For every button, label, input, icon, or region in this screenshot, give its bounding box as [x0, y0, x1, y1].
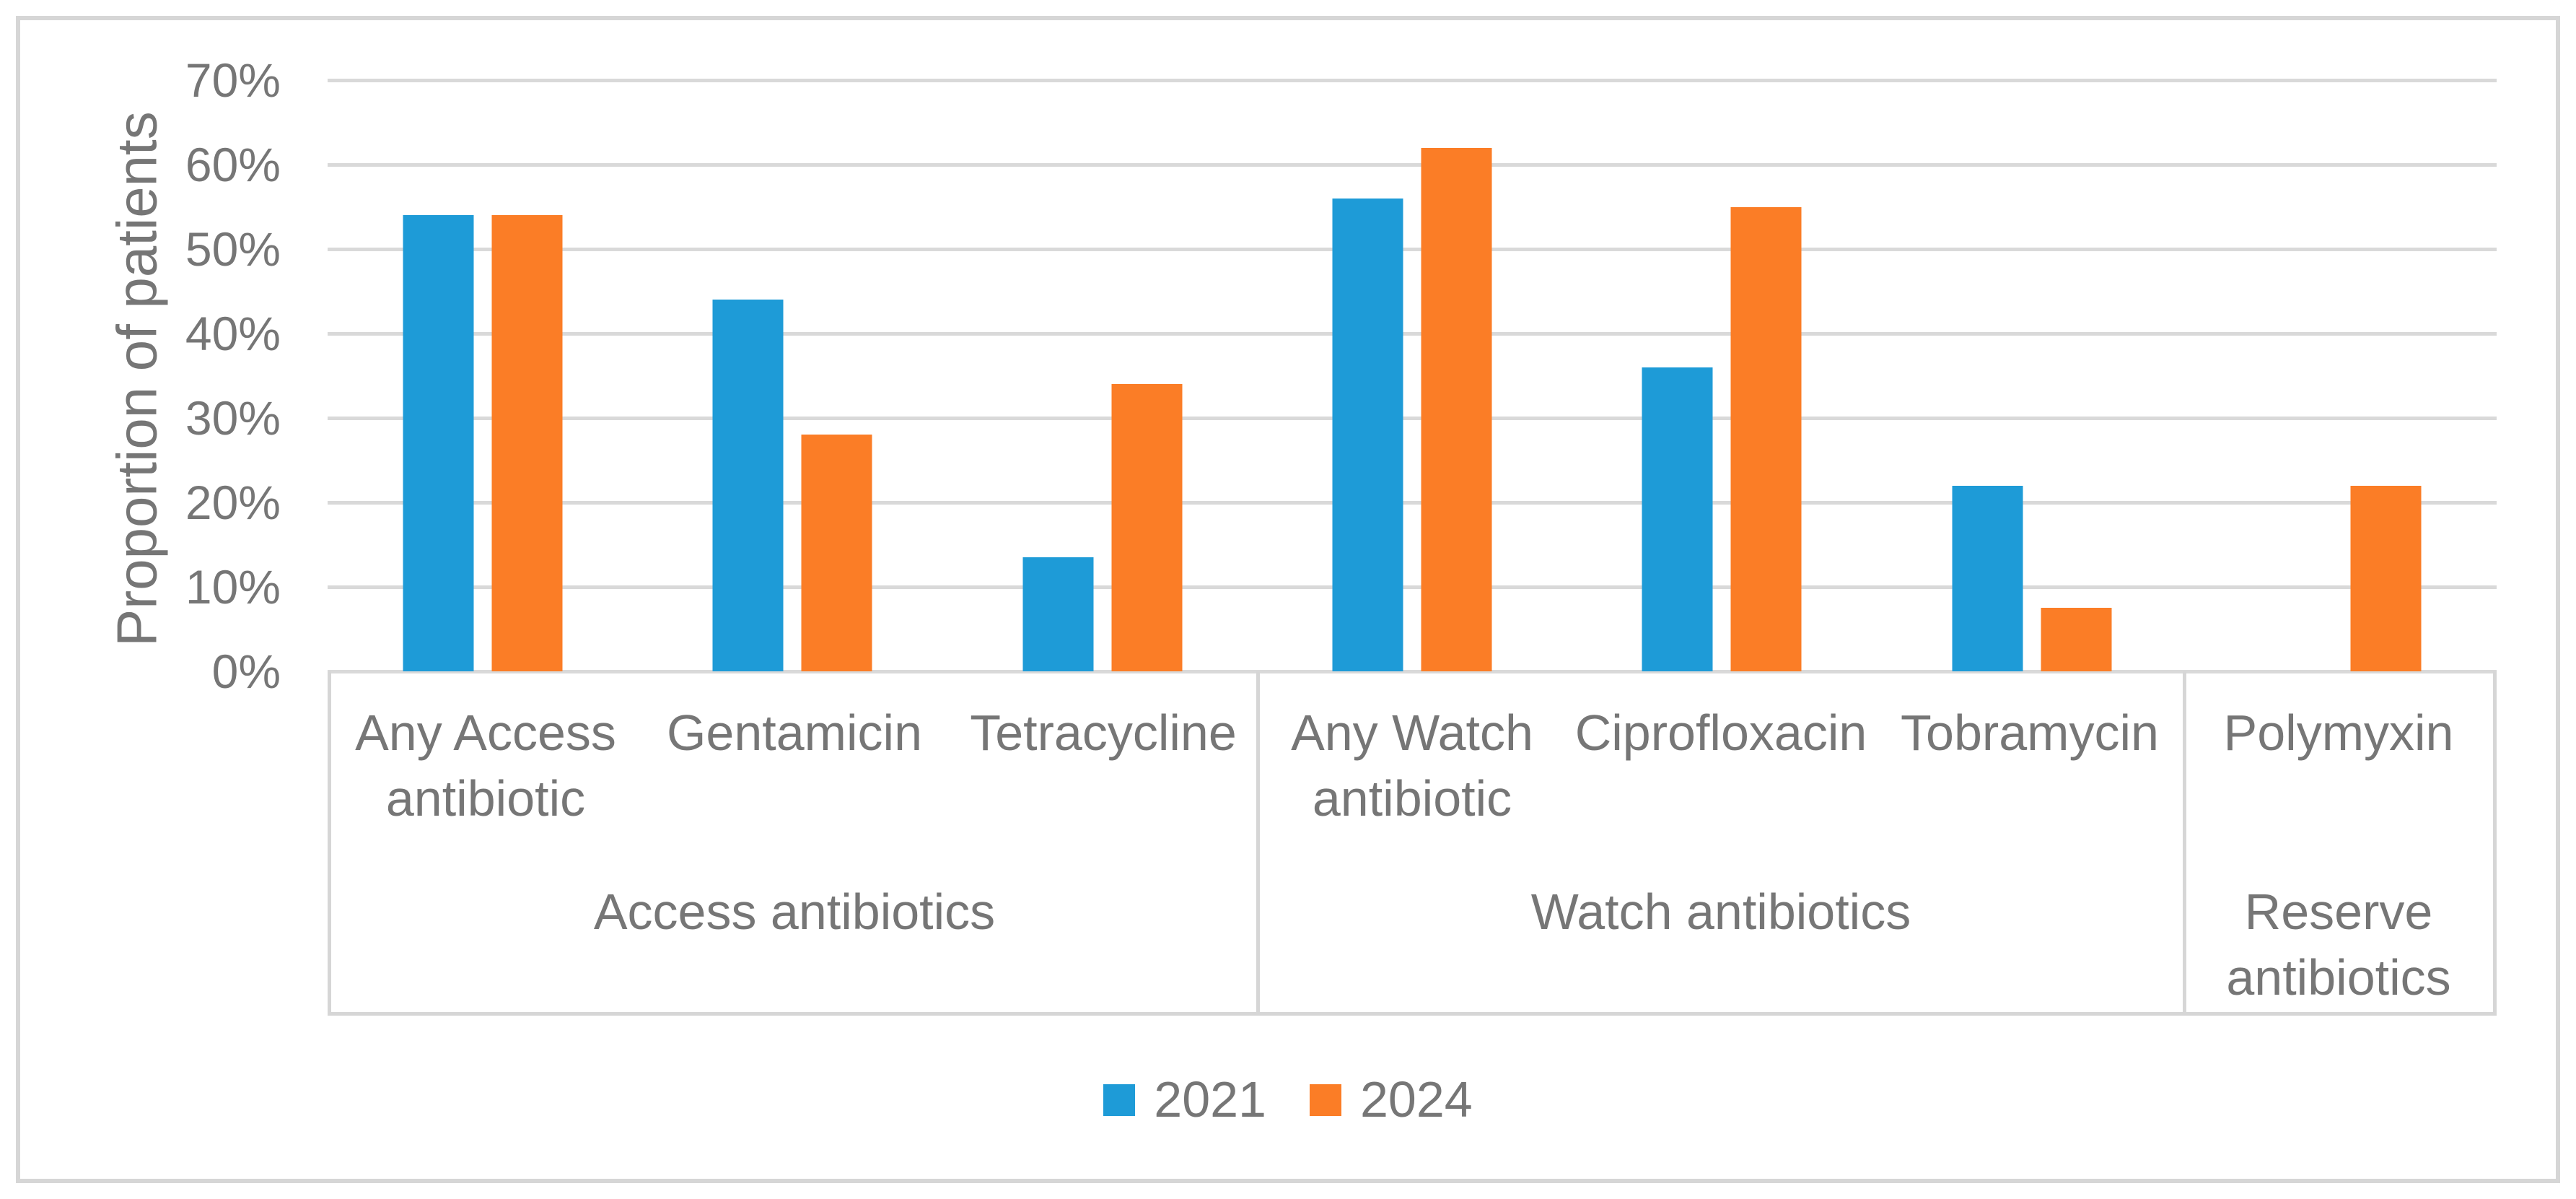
category-label: Tobramycin	[1901, 705, 2159, 761]
category-label: Ciprofloxacin	[1574, 705, 1867, 761]
category-slot	[2187, 80, 2497, 671]
bar-2021	[403, 215, 474, 671]
y-tick-label: 10%	[185, 560, 281, 614]
bar-pair	[1022, 80, 1183, 671]
group-divider	[1256, 671, 1260, 1012]
y-tick-label: 0%	[211, 645, 281, 698]
bar-pair	[403, 80, 563, 671]
category-axis: Any Access antibiotic Gentamicin Tetracycl…	[328, 671, 2497, 1016]
category-label: Any Watch antibiotic	[1291, 705, 1533, 827]
legend-label: 2021	[1154, 1071, 1266, 1128]
group-label: Access antibiotics	[593, 884, 996, 940]
group-label: Reserve antibiotics	[2226, 884, 2451, 1006]
bar-2021	[1022, 557, 1094, 671]
bar-2024	[1111, 384, 1183, 671]
bar-2021	[1642, 367, 1713, 671]
category-label: Polymyxin	[2223, 705, 2454, 761]
group-label: Watch antibiotics	[1530, 884, 1911, 940]
bar-2024	[491, 215, 563, 671]
y-tick-label: 30%	[185, 391, 281, 445]
bar-2021	[712, 300, 784, 671]
bar-2021	[1332, 198, 1403, 671]
y-tick-label: 40%	[185, 307, 281, 360]
bar-pair	[1952, 80, 2112, 671]
category-label: Tetracycline	[970, 705, 1237, 761]
category-slot	[637, 80, 947, 671]
bar-2024	[1730, 206, 1802, 671]
bar-pair	[2262, 80, 2422, 671]
bar-2024	[801, 435, 872, 671]
legend-item-2024: 2024	[1310, 1067, 1473, 1133]
bar-slots	[328, 80, 2497, 671]
category-labels-row: Any Access antibiotic Gentamicin Tetracycl…	[331, 700, 2493, 832]
y-tick-label: 50%	[185, 222, 281, 276]
bar-2021	[1952, 485, 2023, 671]
bar-pair	[1642, 80, 1802, 671]
gridline-20%	[328, 500, 2497, 505]
category-slot	[328, 80, 637, 671]
category-slot	[1877, 80, 2186, 671]
y-tick-label: 60%	[185, 138, 281, 191]
y-tick-label: 70%	[185, 53, 281, 107]
gridline-70%	[328, 78, 2497, 82]
group-divider	[2182, 671, 2186, 1012]
plot-area	[328, 78, 2497, 673]
bar-2024	[2041, 608, 2112, 671]
category-slot	[947, 80, 1257, 671]
category-slot	[1567, 80, 1877, 671]
bar-2024	[2350, 485, 2422, 671]
legend: 2021 2024	[0, 1067, 2576, 1133]
y-tick-label: 20%	[185, 476, 281, 529]
gridline-60%	[328, 162, 2497, 167]
gridline-40%	[328, 331, 2497, 336]
legend-swatch-2024	[1310, 1084, 1341, 1116]
gridline-10%	[328, 585, 2497, 589]
bar-pair	[712, 80, 872, 671]
gridline-50%	[328, 247, 2497, 251]
legend-swatch-2021	[1103, 1084, 1136, 1116]
bar-pair	[1332, 80, 1492, 671]
category-label: Gentamicin	[666, 705, 923, 761]
legend-item-2021: 2021	[1103, 1067, 1266, 1133]
gridline-0%	[328, 669, 2497, 673]
category-slot	[1257, 80, 1567, 671]
category-label: Any Access antibiotic	[355, 705, 616, 827]
bar-2024	[1421, 147, 1492, 671]
y-axis-tick-labels: 0% 10% 20% 30% 40% 50% 60% 70%	[0, 56, 281, 695]
legend-label: 2024	[1360, 1071, 1473, 1128]
gridline-30%	[328, 416, 2497, 420]
